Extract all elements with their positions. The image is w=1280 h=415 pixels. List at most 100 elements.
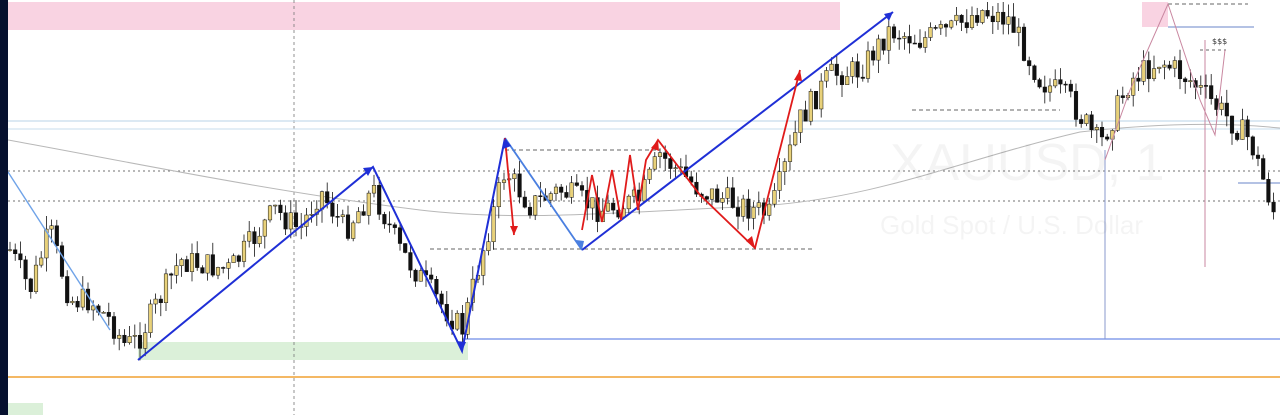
candle-bull — [340, 214, 345, 217]
candle-bull — [756, 202, 761, 208]
candle-bull — [995, 11, 1001, 23]
candle-bull — [153, 298, 158, 305]
candle-bull — [1016, 26, 1021, 33]
candle-bull — [33, 264, 39, 292]
candle-bear — [59, 245, 65, 277]
candle-bear — [200, 267, 205, 274]
candle-bull — [1162, 64, 1167, 68]
candle-bull — [273, 204, 278, 207]
candle-bear — [85, 288, 91, 311]
candle-bear — [855, 61, 860, 78]
candle-bull — [39, 257, 44, 266]
watermark-symbol: XAUUSD, 1 — [890, 134, 1165, 192]
candle-bear — [1146, 60, 1151, 79]
candle-bear — [158, 298, 163, 303]
candle-bear — [897, 37, 902, 40]
window-left-edge — [0, 0, 8, 415]
candle-bull — [418, 270, 423, 282]
candle-bear — [1089, 114, 1094, 130]
candle-bull — [501, 179, 507, 183]
candle-bull — [262, 219, 267, 237]
candle-bull — [725, 187, 730, 199]
candle-bear — [169, 273, 174, 276]
candle-bull — [949, 20, 954, 28]
candle-bear — [1214, 98, 1219, 110]
candle-bear — [1001, 11, 1006, 25]
candle-bull — [351, 222, 356, 239]
zigzag-major-2 — [581, 11, 894, 251]
candle-bear — [1229, 115, 1235, 134]
candle-bear — [122, 334, 127, 343]
candle-bear — [1250, 136, 1255, 156]
candle-bear — [579, 185, 585, 191]
candle-bull — [486, 241, 491, 251]
candle-bear — [839, 75, 845, 85]
liquidity-label: $$$ — [1212, 37, 1227, 46]
candle-bull — [143, 332, 148, 349]
candle-bull — [647, 168, 652, 180]
candle-bull — [496, 182, 501, 208]
candle-bear — [559, 186, 564, 193]
candle-bull — [569, 182, 574, 198]
candle-bull — [44, 228, 49, 259]
candle-bear — [106, 312, 111, 317]
candle-bear — [54, 225, 59, 246]
candle-bear — [1073, 91, 1079, 120]
candle-bull — [772, 190, 777, 205]
candle-bear — [871, 50, 876, 61]
candle-bull — [829, 63, 834, 71]
candle-bear — [1027, 60, 1032, 67]
candle-bull — [923, 37, 928, 48]
candle-bear — [330, 202, 335, 217]
candle-bull — [1188, 80, 1193, 83]
candle-bull — [673, 167, 678, 169]
candle-bull — [257, 235, 262, 244]
candle-bear — [413, 269, 418, 282]
zigzag-minor-2 — [581, 69, 801, 250]
candle-bear — [18, 253, 23, 261]
candle-bear — [746, 198, 751, 219]
candle-bear — [23, 259, 28, 280]
candle-bear — [1261, 158, 1266, 180]
candle-bull — [1115, 95, 1120, 131]
candle-bear — [345, 214, 351, 239]
moving-average — [7, 124, 1280, 217]
candle-bear — [668, 158, 673, 169]
arrowhead — [510, 226, 518, 235]
candle-bear — [184, 259, 189, 272]
candle-bull — [1198, 85, 1203, 88]
candle-bear — [527, 206, 533, 216]
candle-bear — [1167, 64, 1172, 69]
candle-bear — [137, 335, 143, 349]
candle-bear — [252, 231, 257, 244]
candle-bear — [860, 76, 865, 79]
candle-bear — [538, 195, 543, 197]
candle-bear — [377, 185, 382, 215]
candle-bear — [1235, 132, 1240, 140]
candle-bull — [787, 144, 793, 162]
candle-bull — [751, 207, 756, 219]
candle-bear — [439, 293, 444, 305]
candle-bear — [959, 14, 964, 23]
candle-bear — [382, 214, 387, 225]
candle-bear — [1037, 79, 1042, 88]
candle-bull — [189, 253, 195, 272]
candle-bear — [735, 207, 741, 217]
candle-bull — [1006, 16, 1011, 25]
candle-bull — [886, 26, 891, 51]
candle-bull — [205, 254, 210, 274]
candle-bull — [132, 335, 137, 337]
candle-bear — [907, 36, 912, 44]
candle-bear — [933, 27, 938, 29]
candle-bull — [512, 173, 517, 179]
candle-bear — [13, 249, 18, 254]
candle-bear — [564, 192, 569, 198]
candle-bull — [928, 27, 933, 38]
candle-bull — [548, 193, 553, 201]
arrowhead — [576, 240, 584, 250]
candle-bear — [392, 224, 397, 228]
candle-bear — [990, 15, 995, 23]
candle-bear — [397, 227, 403, 244]
candle-bull — [101, 312, 106, 314]
